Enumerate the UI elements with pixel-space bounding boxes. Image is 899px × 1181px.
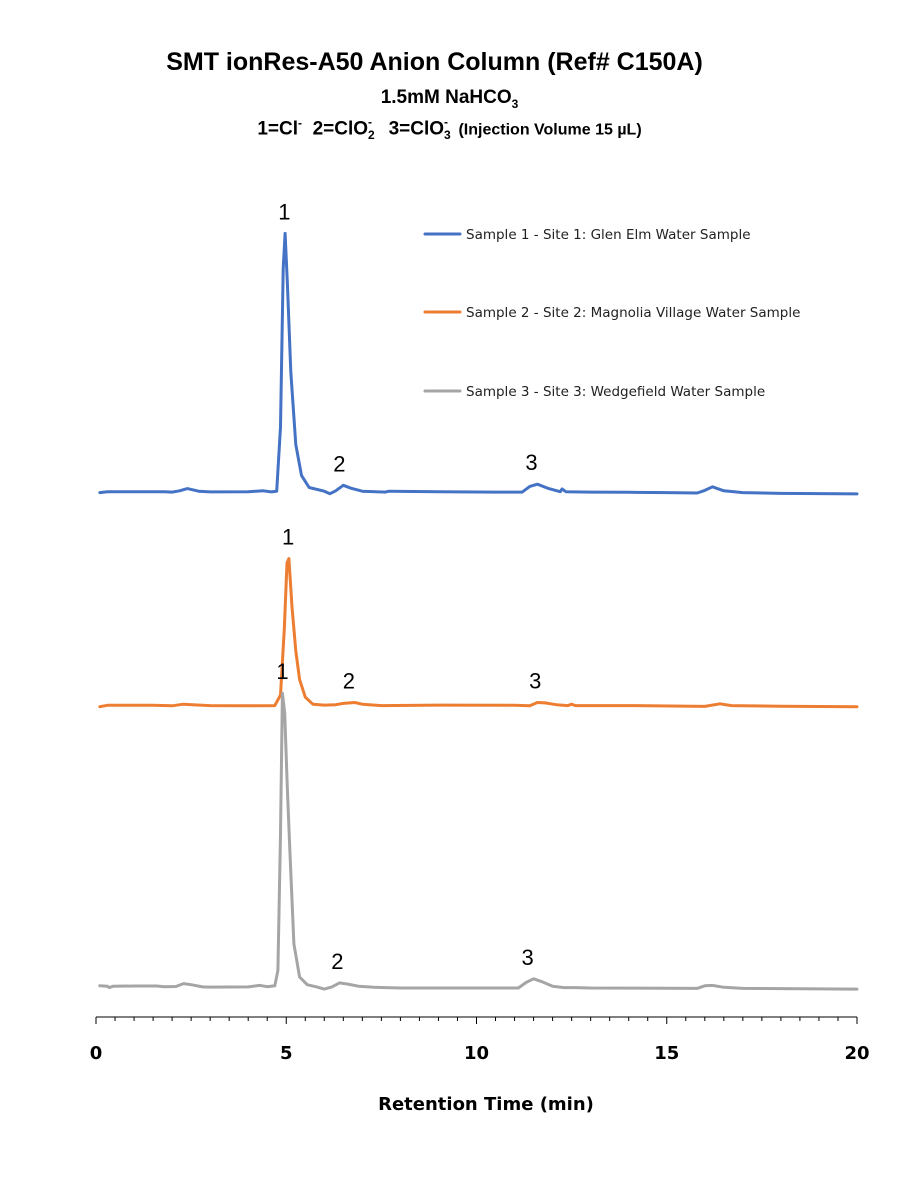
chart-subtitle-analytes: 1=Cl- 2=ClO -2 3=ClO -3 (Injection Volume …	[0, 115, 899, 142]
x-tick-label: 10	[464, 1043, 489, 1064]
x-tick-label: 0	[90, 1043, 103, 1064]
analyte-3-subscript: 3	[444, 128, 451, 143]
analyte-1-text: 1=Cl	[257, 118, 299, 140]
peak-label-s3-p1: 1	[276, 659, 288, 684]
analyte-3-text: 3=ClO	[378, 118, 445, 140]
peak-label-s1-p3: 3	[525, 450, 537, 475]
analyte-3-script: -3	[444, 115, 454, 142]
analyte-1-charge: -	[298, 116, 303, 130]
eluent-text: 1.5mM NaHCO	[380, 87, 512, 108]
x-axis-label: Retention Time (min)	[378, 1094, 594, 1115]
x-tick-label: 5	[280, 1043, 293, 1064]
peak-label-s2-p3: 3	[529, 668, 541, 693]
analyte-3-charge: -	[444, 115, 449, 130]
x-tick-label: 15	[654, 1043, 679, 1064]
x-tick-label: 20	[844, 1043, 869, 1064]
peak-label-s2-p1: 1	[282, 525, 294, 550]
peak-label-s1-p2: 2	[333, 451, 345, 476]
analyte-2-subscript: 2	[368, 128, 375, 143]
legend-label-3: Sample 3 - Site 3: Wedgefield Water Samp…	[466, 384, 765, 400]
series-line-2	[98, 557, 859, 709]
injection-volume-note: (Injection Volume 15 µL)	[454, 121, 642, 139]
legend-label-2: Sample 2 - Site 2: Magnolia Village Wate…	[466, 305, 800, 321]
series-line-1	[98, 231, 859, 496]
series-line-3	[98, 691, 859, 991]
analyte-2-text: 2=ClO	[302, 118, 369, 140]
peak-label-s2-p2: 2	[343, 668, 355, 693]
chart-subtitle-eluent: 1.5mM NaHCO3	[0, 87, 899, 111]
legend-label-1: Sample 1 - Site 1: Glen Elm Water Sample	[466, 227, 751, 243]
eluent-subscript: 3	[511, 96, 519, 111]
peak-label-s3-p2: 2	[331, 949, 343, 974]
peak-label-s1-p1: 1	[278, 199, 290, 224]
peak-label-s3-p3: 3	[522, 945, 534, 970]
analyte-2-script: -2	[368, 115, 378, 142]
chart-title: SMT ionRes-A50 Anion Column (Ref# C150A)	[166, 48, 703, 76]
analyte-2-charge: -	[368, 115, 373, 130]
